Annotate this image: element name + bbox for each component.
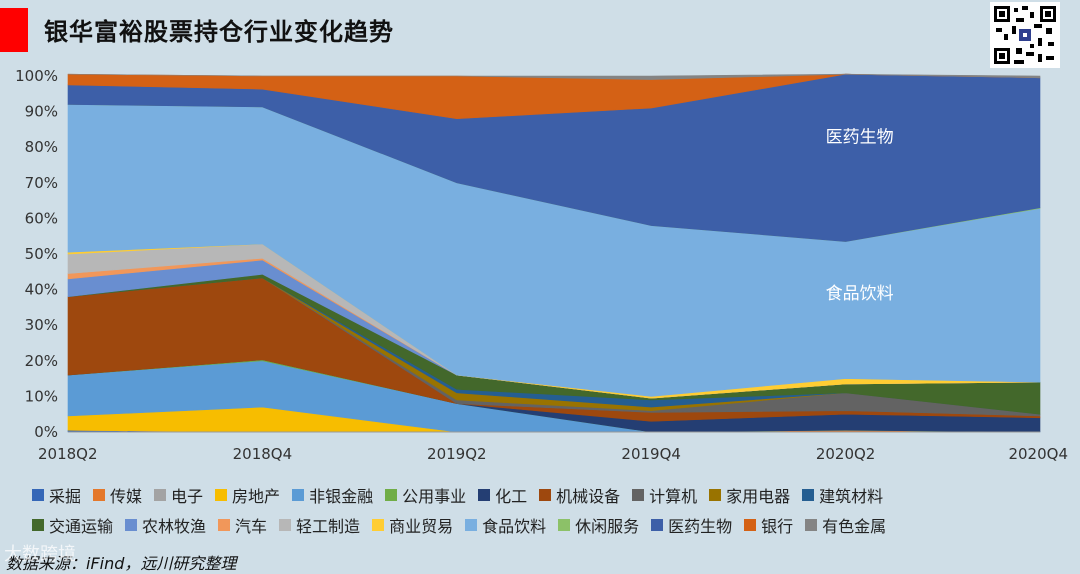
legend-swatch (32, 519, 44, 531)
y-tick-label: 50% (25, 245, 58, 263)
legend-label: 商业贸易 (389, 517, 454, 536)
legend-item: 家用电器 (709, 483, 790, 507)
legend-item: 轻工制造 (279, 513, 360, 537)
legend-swatch (125, 519, 138, 531)
legend-label: 食品饮料 (482, 517, 547, 536)
y-tick-label: 40% (25, 281, 58, 299)
legend-item: 机械设备 (539, 483, 620, 507)
legend-swatch (802, 489, 815, 501)
legend-item: 医药生物 (651, 513, 732, 537)
legend-swatch (651, 519, 664, 531)
legend-swatch (465, 519, 478, 531)
legend-item: 房地产 (215, 483, 280, 507)
legend-item: 非银金融 (292, 483, 373, 507)
legend-label: 电子 (171, 487, 204, 506)
x-tick-label: 2020Q4 (1008, 445, 1068, 463)
legend-swatch (32, 489, 44, 501)
legend-label: 建筑材料 (819, 487, 884, 506)
legend-swatch (385, 489, 398, 501)
legend-swatch (558, 519, 571, 531)
legend-item: 农林牧渔 (125, 513, 206, 537)
legend-item: 商业贸易 (372, 513, 453, 537)
x-tick-label: 2019Q2 (427, 445, 487, 463)
legend-item: 传媒 (93, 483, 142, 507)
annotation-label: 食品饮料 (826, 284, 894, 304)
qr-code-icon (994, 6, 1056, 64)
legend-swatch (632, 489, 645, 501)
legend-item: 有色金属 (805, 513, 886, 537)
legend-label: 休闲服务 (575, 517, 640, 536)
legend-label: 采掘 (49, 487, 82, 506)
legend-label: 非银金融 (309, 487, 374, 506)
chart-legend: 采掘 传媒 电子 房地产 非银金融 公用事业 化工 机械设备 计算机 家用电器 建筑材料交通运输 农林… (32, 480, 1072, 540)
data-source-note: 数据来源：iFind，远川研究整理 (6, 554, 237, 573)
x-tick-label: 2018Q4 (233, 445, 293, 463)
legend-label: 房地产 (232, 487, 281, 506)
legend-swatch (154, 489, 167, 501)
y-tick-label: 30% (25, 316, 58, 334)
legend-item: 采掘 (32, 483, 81, 507)
legend-label: 传媒 (110, 487, 143, 506)
legend-swatch (805, 519, 818, 531)
legend-item: 食品饮料 (465, 513, 546, 537)
legend-row: 交通运输 农林牧渔 汽车 轻工制造 商业贸易 食品饮料 休闲服务 医药生物 银行 有色金属 (32, 510, 1072, 540)
legend-item: 计算机 (632, 483, 697, 507)
annotation-label: 医药生物 (826, 128, 894, 148)
y-tick-label: 100% (15, 67, 58, 85)
legend-row: 采掘 传媒 电子 房地产 非银金融 公用事业 化工 机械设备 计算机 家用电器 建筑材料 (32, 480, 1072, 510)
legend-swatch (372, 519, 385, 531)
y-tick-label: 20% (25, 352, 58, 370)
page-title: 银华富裕股票持仓行业变化趋势 (44, 18, 394, 46)
y-tick-label: 0% (34, 423, 58, 441)
legend-swatch (218, 519, 231, 531)
legend-swatch (744, 519, 757, 531)
legend-label: 机械设备 (556, 487, 621, 506)
legend-item: 休闲服务 (558, 513, 639, 537)
legend-item: 化工 (478, 483, 527, 507)
legend-label: 有色金属 (822, 517, 887, 536)
legend-label: 公用事业 (402, 487, 467, 506)
y-tick-label: 10% (25, 387, 58, 405)
x-tick-label: 2019Q4 (621, 445, 681, 463)
legend-swatch (709, 489, 722, 501)
legend-item: 交通运输 (32, 513, 113, 537)
legend-label: 银行 (761, 517, 794, 536)
qr-code (990, 2, 1060, 68)
legend-label: 农林牧渔 (142, 517, 207, 536)
legend-swatch (93, 489, 106, 501)
y-tick-label: 90% (25, 103, 58, 121)
y-tick-label: 80% (25, 138, 58, 156)
stacked-area-chart: 0% 10% 20% 30% 40% 50% 60% 70% 80% 90% 100% 2018Q2 2… (15, 67, 1068, 463)
legend-item: 建筑材料 (802, 483, 883, 507)
x-tick-label: 2018Q2 (38, 445, 98, 463)
legend-item: 公用事业 (385, 483, 466, 507)
legend-label: 计算机 (649, 487, 698, 506)
x-tick-label: 2020Q2 (816, 445, 876, 463)
legend-label: 化工 (495, 487, 528, 506)
legend-label: 交通运输 (49, 517, 114, 536)
legend-swatch (478, 489, 491, 501)
legend-item: 电子 (154, 483, 203, 507)
legend-label: 轻工制造 (296, 517, 361, 536)
watermark-text: 大数跨境 (4, 544, 76, 565)
legend-swatch (539, 489, 552, 501)
legend-label: 医药生物 (668, 517, 733, 536)
legend-swatch (292, 489, 305, 501)
y-tick-label: 70% (25, 174, 58, 192)
area-series-有色金属 (67, 73, 1041, 80)
y-tick-label: 60% (25, 209, 58, 227)
legend-item: 汽车 (218, 513, 267, 537)
legend-swatch (279, 519, 292, 531)
legend-swatch (215, 489, 228, 501)
title-accent-bar (0, 8, 28, 52)
legend-label: 家用电器 (726, 487, 791, 506)
legend-item: 银行 (744, 513, 793, 537)
legend-label: 汽车 (235, 517, 268, 536)
